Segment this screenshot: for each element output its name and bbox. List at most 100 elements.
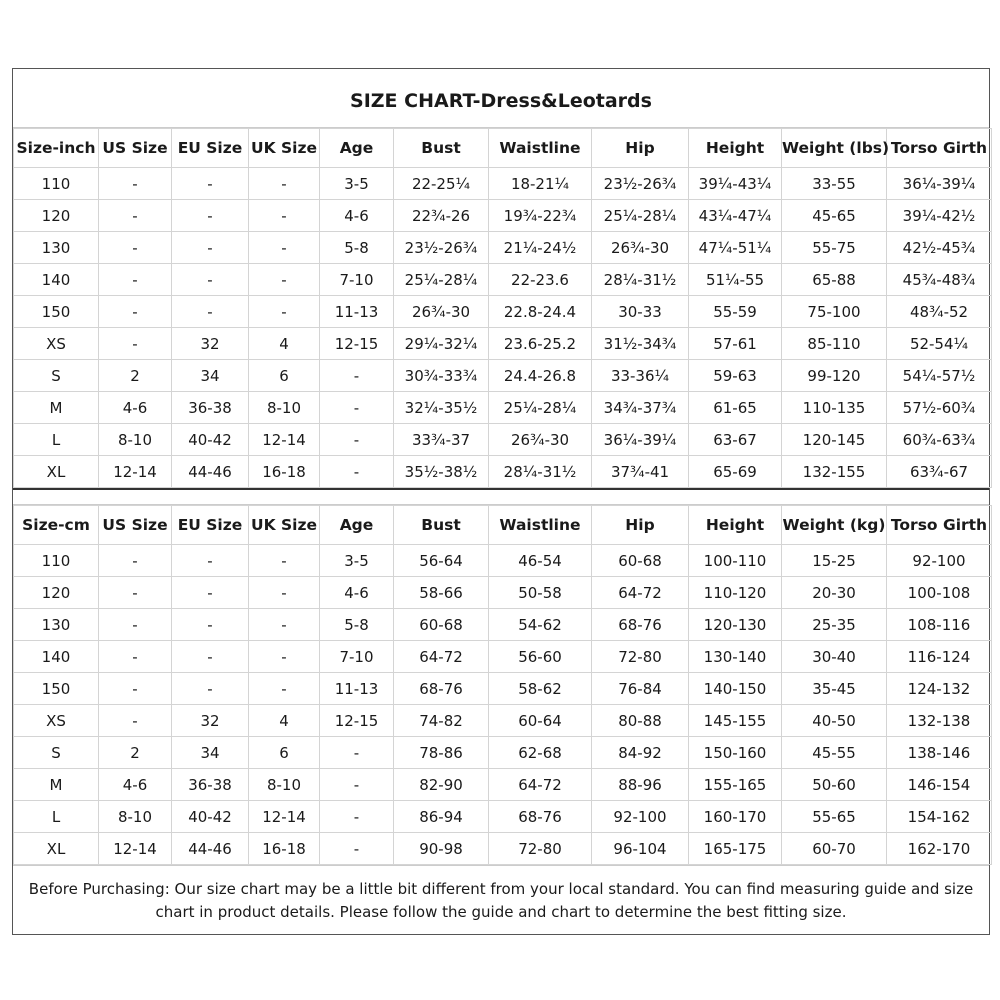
table-cell: 65-88 [781, 263, 887, 296]
table-cell: 32 [171, 327, 249, 360]
table-cell: - [248, 263, 320, 296]
table-cell: 12-15 [319, 704, 394, 737]
table-cell: 55-65 [781, 800, 887, 833]
table-cell: 110-135 [781, 391, 887, 424]
table-cell: 2 [98, 736, 172, 769]
column-header: EU Size [171, 128, 249, 168]
table-row: 130- - -5-8 23½-26¾ 21¼-24½ 26¾-30 47¼-51¼ 55-7… [13, 231, 992, 264]
table-cell: 86-94 [393, 800, 489, 833]
table-row: M 4-6 36-38 8-10-32¼-35½ 25¼-28¼ 34¾-37¾ 61-65… [13, 391, 992, 424]
table-cell: - [171, 231, 249, 264]
table-cell: 124-132 [886, 672, 992, 705]
table-cell: 120-130 [688, 608, 782, 641]
table-cell: - [98, 231, 172, 264]
table-cell: - [319, 800, 394, 833]
table-cell: 33-36¼ [591, 359, 689, 392]
table-cell: - [248, 608, 320, 641]
table-cell: - [248, 167, 320, 200]
table-cell: 74-82 [393, 704, 489, 737]
table-cell: 35-45 [781, 672, 887, 705]
table-cell: 11-13 [319, 295, 394, 328]
table-cell: 140-150 [688, 672, 782, 705]
table-cell: 100-108 [886, 576, 992, 609]
table-cell: - [319, 455, 394, 488]
column-header: Weight (kg) [781, 505, 887, 545]
table-cell: 63¾-67 [886, 455, 992, 488]
table-cell: 45-65 [781, 199, 887, 232]
table-cell: 24.4-26.8 [488, 359, 592, 392]
table-cell: - [98, 167, 172, 200]
table-cell: S [13, 359, 99, 392]
table-cell: - [98, 544, 172, 577]
table-row: S 2 34 6-78-86 62-68 84-92 150-160 45-55 138-146 [13, 736, 992, 769]
table-cell: XL [13, 832, 99, 865]
column-header: Height [688, 128, 782, 168]
table-cell: 146-154 [886, 768, 992, 801]
table-cell: 145-155 [688, 704, 782, 737]
table-row: 140- - -7-10 25¼-28¼ 22-23.6 28¼-31½ 51¼-55 65-… [13, 263, 992, 296]
table-cell: 30-40 [781, 640, 887, 673]
table-row: 150- - -11-13 26¾-30 22.8-24.4 30-33 55-59 75-1… [13, 295, 992, 328]
table-cell: 110-120 [688, 576, 782, 609]
table-cell: 44-46 [171, 832, 249, 865]
table-cell: 34 [171, 736, 249, 769]
table-row: L 8-10 40-42 12-14-86-94 68-76 92-100 160-170 5… [13, 800, 992, 833]
table-cell: 62-68 [488, 736, 592, 769]
table-cell: 2 [98, 359, 172, 392]
table-cell: 47¼-51¼ [688, 231, 782, 264]
table-cell: 25¼-28¼ [591, 199, 689, 232]
table-cell: - [171, 263, 249, 296]
table-cell: 22¾-26 [393, 199, 489, 232]
table-row: 110- - -3-5 56-64 46-54 60-68 100-110 15-25 92-1… [13, 544, 992, 577]
table-cell: 34¾-37¾ [591, 391, 689, 424]
table-cell: 45-55 [781, 736, 887, 769]
column-header: Bust [393, 128, 489, 168]
column-header: Hip [591, 505, 689, 545]
table-row: M 4-6 36-38 8-10-82-90 64-72 88-96 155-165 50-6… [13, 768, 992, 801]
table-cell: 44-46 [171, 455, 249, 488]
column-header: Weight (lbs) [781, 128, 889, 168]
table-cell: 55-75 [781, 231, 887, 264]
table-cell: 22.8-24.4 [488, 295, 592, 328]
table-cell: 130 [13, 608, 99, 641]
table-cell: 6 [248, 736, 320, 769]
table-row: XL 12-14 44-46 16-18-35½-38½ 28¼-31½ 37¾-41 65… [13, 455, 992, 488]
table-cell: L [13, 800, 99, 833]
table-row: 140- - -7-10 64-72 56-60 72-80 130-140 30-40 116… [13, 640, 992, 673]
inch-table: Size-inch US Size EU Size UK Size Age Bust Wai… [13, 128, 992, 488]
table-cell: 100-110 [688, 544, 782, 577]
table-cell: 59-63 [688, 359, 782, 392]
table-cell: 57-61 [688, 327, 782, 360]
table-row: 150- - -11-13 68-76 58-62 76-84 140-150 35-45 12… [13, 672, 992, 705]
table-cell: 108-116 [886, 608, 992, 641]
table-cell: 140 [13, 263, 99, 296]
table-cell: 72-80 [591, 640, 689, 673]
table-cell: 54-62 [488, 608, 592, 641]
table-cell: M [13, 768, 99, 801]
table-cell: 116-124 [886, 640, 992, 673]
column-header: EU Size [171, 505, 249, 545]
table-cell: 165-175 [688, 832, 782, 865]
table-cell: 37¾-41 [591, 455, 689, 488]
table-cell: 34 [171, 359, 249, 392]
header-row: Size-inch US Size EU Size UK Size Age Bust Wai… [13, 128, 992, 168]
table-cell: 63-67 [688, 423, 782, 456]
table-cell: 50-58 [488, 576, 592, 609]
table-cell: 57½-60¾ [886, 391, 992, 424]
table-cell: - [319, 391, 394, 424]
chart-title: SIZE CHART-Dress&Leotards [13, 69, 989, 128]
table-cell: - [248, 544, 320, 577]
table-cell: - [98, 640, 172, 673]
table-cell: 25¼-28¼ [488, 391, 592, 424]
purchase-note: Before Purchasing: Our size chart may be… [13, 865, 989, 934]
table-cell: - [171, 544, 249, 577]
table-cell: - [171, 672, 249, 705]
column-header: Bust [393, 505, 489, 545]
column-header: Hip [591, 128, 689, 168]
table-cell: 25¼-28¼ [393, 263, 489, 296]
table-cell: - [171, 608, 249, 641]
table-cell: M [13, 391, 99, 424]
table-cell: - [171, 167, 249, 200]
table-cell: 30¾-33¾ [393, 359, 489, 392]
table-cell: 60-68 [393, 608, 489, 641]
